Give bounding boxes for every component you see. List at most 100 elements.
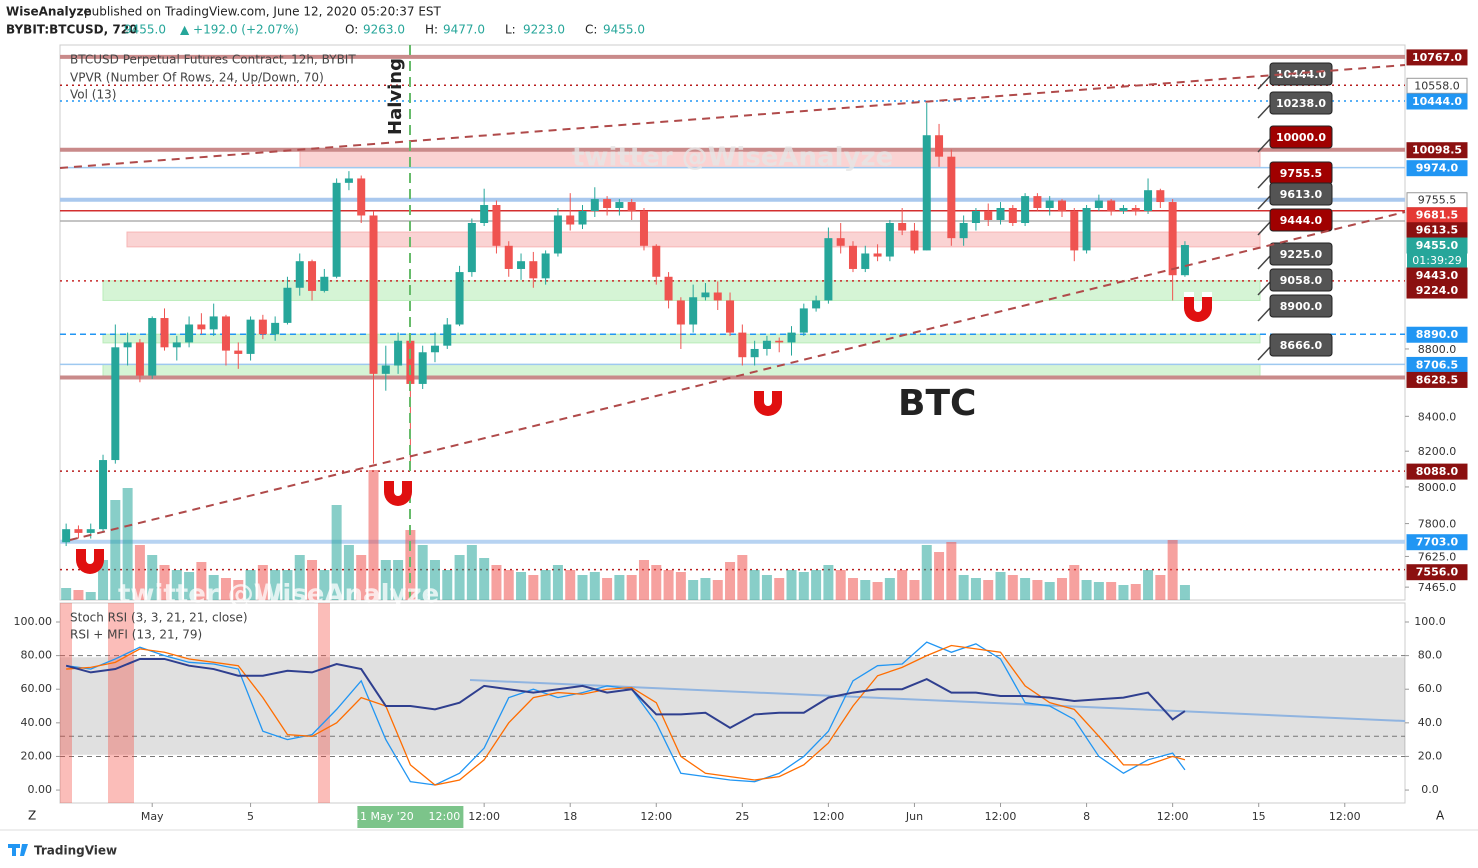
price-tag [1406,160,1468,177]
candle-body [99,460,108,530]
candle-body [935,135,944,157]
volume-bar [85,592,96,600]
candle-body [357,178,366,216]
candle-body [1057,200,1066,211]
price-tag-label: 10098.5 [1412,144,1462,157]
callout-label: 9058.0 [1280,274,1323,287]
symbol: BYBIT:BTCUSD, 720 [6,23,137,37]
candle-body [627,202,636,211]
candle-body [652,245,661,277]
candle-body [639,210,648,246]
candle-body [344,178,353,183]
callout-box [1269,125,1333,149]
candle-body [455,272,464,325]
volume-bar [1032,580,1043,600]
volume-bar [196,562,207,600]
volume-bar [110,500,121,600]
x-tick-label: 12:00 [1329,810,1361,823]
candle-body [467,222,476,273]
price-tag-label: 9755.5 [1418,194,1457,207]
candle-body [689,297,698,325]
callout-label: 9755.5 [1280,167,1322,180]
callout-box [1269,294,1333,318]
volume-bar [122,488,133,600]
candle-body [209,316,218,330]
candle-body [172,342,181,348]
candle-body [1168,202,1177,276]
footer-left: Z [28,809,36,823]
volume-bar [331,505,342,600]
volume-bar [1056,578,1067,600]
candle-body [971,210,980,223]
volume-bar [774,578,785,600]
y2-tick-label: 100.0 [1414,615,1446,628]
volume-bar [1118,585,1129,600]
callout-label: 9444.0 [1280,214,1323,227]
candle-body [1144,190,1153,211]
overbought-highlight [108,603,134,803]
indicator-label: VPVR (Number Of Rows, 24, Up/Down, 70) [70,71,324,85]
price-tag-label: 8088.0 [1416,465,1459,478]
ohlc-key: O: [345,23,358,37]
x-tick-label: 15 [1252,810,1266,823]
candle-body [824,238,833,301]
volume-bar [638,560,649,600]
brand: TradingView [34,844,117,858]
candle-body [566,215,575,225]
price: 9455.0 [124,23,166,37]
candle-body [86,529,95,533]
candle-body [418,352,427,384]
publisher: WiseAnalyze [6,5,92,19]
volume-bar [319,570,330,600]
price-tag [1406,534,1468,551]
callout-label: 8900.0 [1280,300,1323,313]
candle-body [1180,245,1189,276]
candle-body [295,261,304,288]
volume-bar [860,580,871,600]
price-tag-label: 7800.0 [1418,518,1457,531]
price-tag-label: 10444.0 [1412,95,1462,108]
volume-bar [368,470,379,600]
candle-body [726,300,735,333]
candle-body [898,222,907,231]
x-tick-label: 12:00 [640,810,672,823]
x-tick-label: 8 [1083,810,1090,823]
candle-body [873,253,882,257]
volume-bar [798,572,809,600]
volume-bar [343,545,354,600]
candle-body [1008,207,1017,223]
price-tag [1406,142,1468,159]
published: published on TradingView.com, June 12, 2… [84,5,442,19]
volume-bar [159,565,170,600]
price-tag-label: 9974.0 [1416,162,1459,175]
event-label: Halving [385,58,406,135]
x-tick-label: 12:00 [985,810,1017,823]
y-tick-label: 0.00 [28,783,53,796]
price-tag [1406,463,1468,480]
callout-box [1269,182,1333,206]
price-tag-label: 9681.5 [1416,209,1458,222]
volume-bar [749,570,760,600]
volume-bar [835,570,846,600]
volume-bar [909,580,920,600]
candle-body [750,348,759,358]
candle-body [590,199,599,211]
volume-bar [651,565,662,600]
volume-bar [503,570,514,600]
y-tick-label: 60.00 [21,682,53,695]
volume-bar [61,588,72,600]
candle-body [443,324,452,346]
volume-bar [1155,575,1166,600]
candle-body [910,230,919,251]
band [60,657,1405,755]
candle-body [1156,190,1165,203]
price-tag-label: 9455.0 [1416,239,1459,252]
price-tag-label: 7625.0 [1418,551,1457,564]
volume-bar [577,575,588,600]
volume-bar [479,558,490,600]
candle-body [332,182,341,277]
ohlc-key: C: [585,23,597,37]
callout-label: 10238.0 [1276,97,1326,110]
callout-box [1269,208,1333,232]
candle-body [62,529,71,543]
